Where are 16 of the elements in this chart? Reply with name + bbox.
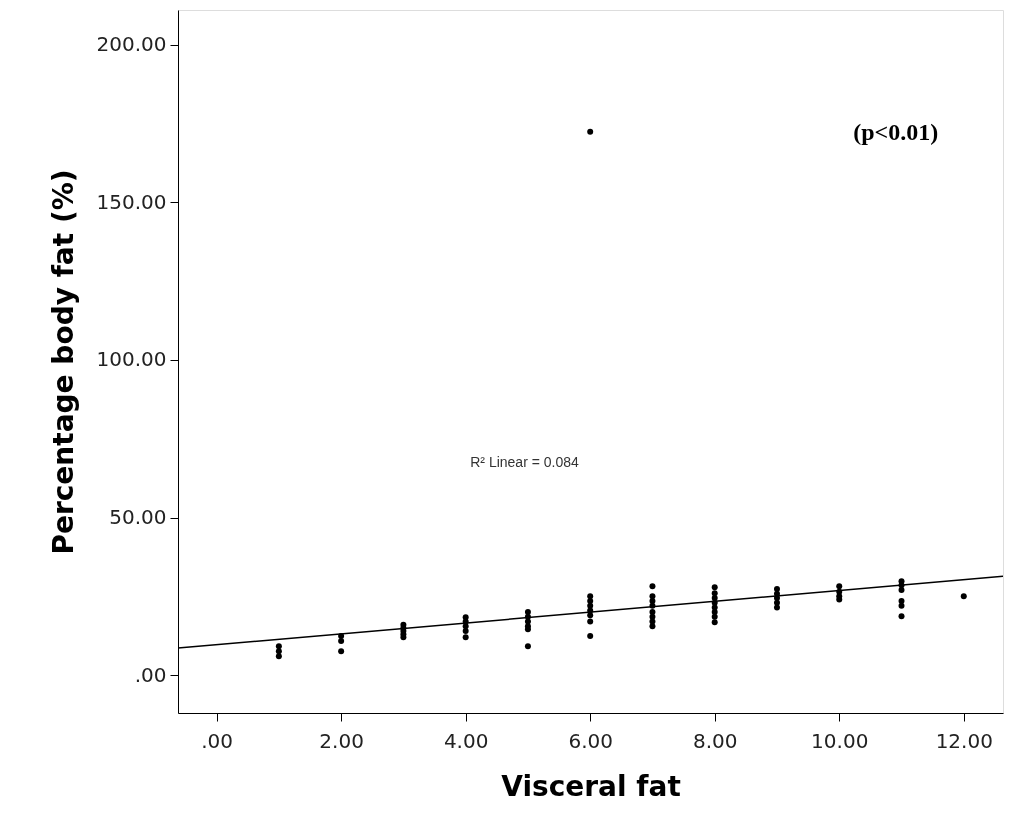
x-tick-label: .00: [201, 728, 234, 753]
y-tick-label: 50.00: [109, 505, 167, 530]
annotation: R² Linear = 0.084: [470, 454, 579, 471]
x-tick-label: 10.00: [811, 728, 869, 753]
x-tick-label: 6.00: [568, 728, 613, 753]
x-tick-label: 2.00: [319, 728, 364, 753]
y-axis-title: Percentage body fat (%): [46, 169, 80, 555]
x-tick-label: 4.00: [443, 728, 489, 753]
y-tick-label: .00: [134, 662, 167, 687]
x-axis-title: Visceral fat: [501, 769, 681, 803]
annotation: (p<0.01): [853, 119, 939, 146]
x-tick-label: 8.00: [692, 728, 738, 753]
x-tick-label: 12.00: [935, 728, 993, 753]
y-tick-label: 150.00: [96, 189, 167, 214]
y-tick-label: 100.00: [96, 347, 167, 372]
y-tick-label: 200.00: [96, 32, 167, 57]
